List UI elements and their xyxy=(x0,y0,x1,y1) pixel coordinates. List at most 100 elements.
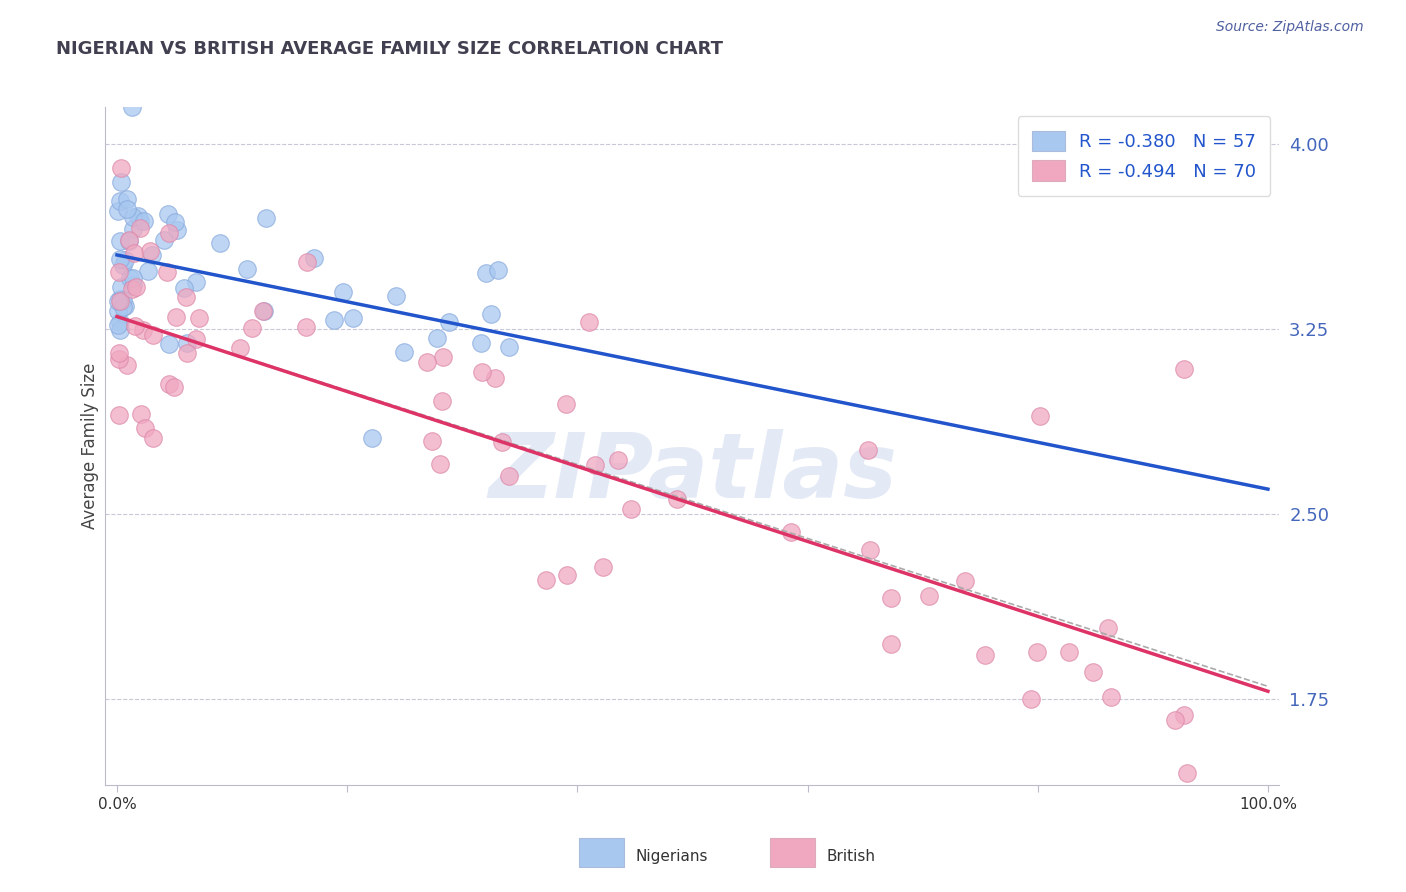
Point xyxy=(188,311,211,326)
Point xyxy=(1081,665,1104,679)
Point xyxy=(114,253,136,268)
Point xyxy=(253,304,276,318)
Point xyxy=(491,434,513,449)
Point xyxy=(208,235,231,250)
Point xyxy=(1097,621,1119,635)
Point xyxy=(420,434,443,449)
Text: Nigerians: Nigerians xyxy=(636,849,709,863)
Point xyxy=(252,303,274,318)
Point xyxy=(1028,409,1050,424)
Text: Source: ZipAtlas.com: Source: ZipAtlas.com xyxy=(1216,20,1364,34)
Point xyxy=(606,452,628,467)
Point xyxy=(139,244,162,258)
Point xyxy=(127,209,149,223)
Y-axis label: Average Family Size: Average Family Size xyxy=(80,363,98,529)
FancyBboxPatch shape xyxy=(770,838,815,867)
Point xyxy=(426,331,449,345)
Point xyxy=(157,207,180,221)
Point xyxy=(592,560,614,574)
Point xyxy=(176,346,198,360)
Point xyxy=(1173,362,1195,376)
Point xyxy=(142,328,165,343)
Point xyxy=(110,323,132,337)
Point xyxy=(620,502,643,516)
Point xyxy=(153,233,176,247)
Point xyxy=(880,637,903,651)
Point xyxy=(186,275,208,289)
Point xyxy=(302,252,325,266)
Point xyxy=(124,245,146,260)
Point xyxy=(156,265,179,279)
Text: British: British xyxy=(827,849,876,863)
Text: NIGERIAN VS BRITISH AVERAGE FAMILY SIZE CORRELATION CHART: NIGERIAN VS BRITISH AVERAGE FAMILY SIZE … xyxy=(56,40,723,58)
Point xyxy=(107,204,129,219)
Point xyxy=(117,233,139,247)
Point xyxy=(128,221,150,235)
Point xyxy=(439,315,461,329)
Point xyxy=(108,252,131,266)
Point xyxy=(554,397,576,411)
Point xyxy=(236,261,259,276)
Point xyxy=(470,336,492,351)
Point xyxy=(498,469,520,483)
Point xyxy=(498,340,520,354)
Point xyxy=(118,234,141,248)
Point xyxy=(953,574,976,588)
Point xyxy=(132,214,155,228)
Point xyxy=(858,543,880,558)
Point xyxy=(110,194,132,209)
Point xyxy=(1175,765,1198,780)
Point xyxy=(142,431,165,445)
Point xyxy=(108,352,131,367)
Point xyxy=(471,365,494,379)
Point xyxy=(132,323,155,337)
Point xyxy=(475,266,498,280)
Point xyxy=(484,371,506,385)
Point xyxy=(254,211,277,225)
Point xyxy=(429,457,451,471)
Point xyxy=(295,255,318,269)
Point xyxy=(121,277,143,292)
Point xyxy=(432,350,454,364)
Point xyxy=(110,279,132,293)
Point xyxy=(110,175,132,189)
Point xyxy=(534,573,557,587)
Point xyxy=(779,525,801,540)
Point xyxy=(134,421,156,435)
Point xyxy=(229,341,252,355)
Point xyxy=(583,458,606,472)
Point xyxy=(322,313,344,327)
Point xyxy=(136,264,159,278)
FancyBboxPatch shape xyxy=(579,838,624,867)
Point xyxy=(125,280,148,294)
Point xyxy=(242,321,264,335)
Point xyxy=(666,491,689,506)
Point xyxy=(118,270,141,285)
Point xyxy=(115,192,138,206)
Point xyxy=(856,442,879,457)
Point xyxy=(121,282,143,296)
Point xyxy=(110,293,132,308)
Point xyxy=(108,408,131,422)
Point xyxy=(112,258,135,272)
Point xyxy=(111,301,134,315)
Point xyxy=(1099,690,1122,704)
Point xyxy=(121,222,143,236)
Point xyxy=(1019,692,1042,706)
Text: ZIPatlas: ZIPatlas xyxy=(488,429,897,517)
Point xyxy=(392,345,415,359)
Point xyxy=(174,290,197,304)
Point xyxy=(384,289,406,303)
Point xyxy=(176,336,198,351)
Point xyxy=(107,293,129,308)
Point xyxy=(128,214,150,228)
Point xyxy=(360,431,382,445)
Point xyxy=(114,299,136,313)
Point xyxy=(1025,645,1047,659)
Point xyxy=(141,248,163,262)
Point xyxy=(1173,707,1195,722)
Point xyxy=(107,318,129,333)
Point xyxy=(918,589,941,603)
Point xyxy=(557,568,579,582)
Point xyxy=(1059,644,1081,658)
